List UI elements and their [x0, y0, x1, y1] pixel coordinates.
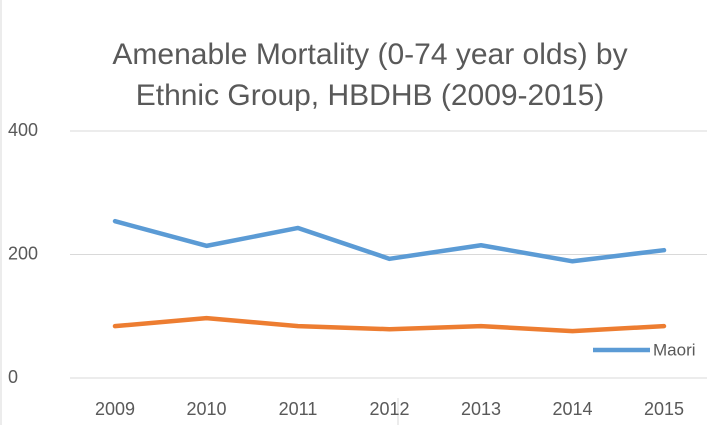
- y-tick-label: 0: [8, 367, 18, 387]
- y-tick-label: 400: [8, 120, 38, 140]
- x-tick-label: 2009: [95, 399, 135, 419]
- x-tick-label: 2014: [552, 399, 592, 419]
- x-tick-label: 2011: [279, 399, 318, 419]
- x-tick-label: 2012: [369, 399, 409, 419]
- x-tick-label: 2013: [461, 399, 501, 419]
- data-line: [112, 315, 667, 334]
- legend-label: Maori: [653, 340, 696, 359]
- data-line: [112, 218, 667, 264]
- x-tick-label: 2015: [644, 399, 684, 419]
- x-tick-label: 2010: [186, 399, 226, 419]
- y-tick-label: 200: [8, 243, 38, 263]
- chart-title: Amenable Mortality (0-74 year olds) by E…: [112, 38, 628, 112]
